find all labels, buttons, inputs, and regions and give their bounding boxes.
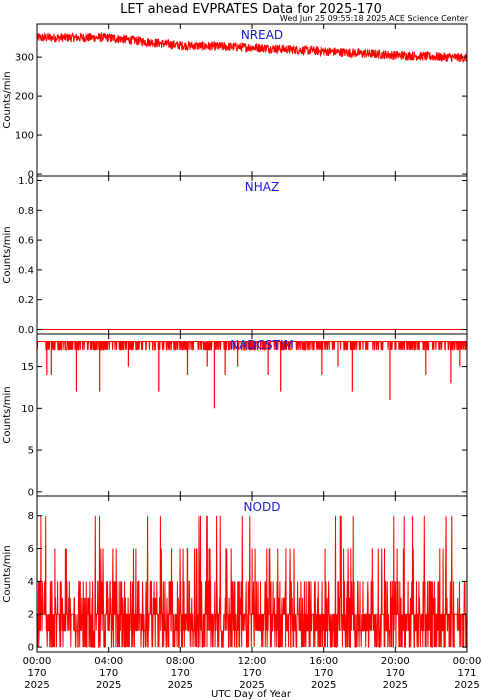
y-tick-label: 10 <box>21 404 34 415</box>
y-tick-label: 0 <box>28 643 34 654</box>
y-tick-label: 0.0 <box>18 325 34 336</box>
x-tick-label-year: 2025 <box>168 680 193 691</box>
panel-name: NREAD <box>241 28 283 42</box>
y-tick-label: 0.6 <box>18 236 34 247</box>
series-line-nread <box>36 32 468 63</box>
panel-name: NHAZ <box>245 180 279 194</box>
y-tick-label: 100 <box>15 131 34 142</box>
series-line-nodd <box>36 515 468 648</box>
y-tick-label: 6 <box>28 544 34 555</box>
y-tick-label: 0 <box>28 487 34 498</box>
y-tick-label: 2 <box>28 610 34 621</box>
y-tick-label: 1.0 <box>18 176 34 187</box>
y-tick-label: 300 <box>15 53 34 64</box>
panel-nodd: 0 2 4 6 8 Counts/min NODD <box>2 495 468 654</box>
x-tick-label-time: 16:00 <box>309 656 338 667</box>
x-axis-label: UTC Day of Year <box>211 689 292 700</box>
panel-frame <box>36 333 468 497</box>
x-tick-label-time: 00:00 <box>23 656 52 667</box>
y-axis-label: Counts/min <box>2 545 13 602</box>
y-tick-label: 4 <box>28 577 34 588</box>
series-line-nadcstim <box>36 341 467 351</box>
x-tick-label-doy: 170 <box>386 668 405 679</box>
y-axis-label: Counts/min <box>2 386 13 443</box>
x-tick-label-year: 2025 <box>454 680 479 691</box>
y-tick-label: 8 <box>28 511 34 522</box>
x-tick-label-time: 04:00 <box>94 656 123 667</box>
x-tick-label-doy: 170 <box>242 668 261 679</box>
x-tick-label-doy: 170 <box>314 668 333 679</box>
x-tick-label-doy: 171 <box>457 668 476 679</box>
panel-nadcstim: 0 5 10 15 Counts/min NADCSTIM <box>2 333 468 498</box>
x-tick-label-doy: 170 <box>171 668 190 679</box>
y-tick-label: 0.2 <box>18 295 34 306</box>
y-tick-label: 0 <box>28 170 34 181</box>
x-tick-label-year: 2025 <box>311 680 336 691</box>
chart-subtitle: Wed Jun 25 09:55:18 2025 ACE Science Cen… <box>280 14 469 23</box>
x-tick-label-year: 2025 <box>24 680 49 691</box>
x-tick-label-year: 2025 <box>96 680 121 691</box>
x-tick-label-time: 00:00 <box>453 656 482 667</box>
x-tick-label-year: 2025 <box>239 680 264 691</box>
x-tick-label-year: 2025 <box>383 680 408 691</box>
x-tick-label-doy: 170 <box>27 668 46 679</box>
panel-frame <box>36 175 468 335</box>
x-tick-label-time: 20:00 <box>381 656 410 667</box>
y-tick-label: 200 <box>15 92 34 103</box>
x-axis: 00:00170202504:00170202508:00170202512:0… <box>23 656 482 691</box>
chart-title: LET ahead EVPRATES Data for 2025-170 <box>120 2 382 17</box>
y-tick-label: 0.8 <box>18 206 34 217</box>
x-tick-label-doy: 170 <box>99 668 118 679</box>
y-axis-label: Counts/min <box>2 71 13 128</box>
y-tick-label: 15 <box>21 362 34 373</box>
x-tick-label-time: 08:00 <box>166 656 195 667</box>
x-tick-label-time: 12:00 <box>238 656 267 667</box>
y-tick-label: 5 <box>28 446 34 457</box>
panel-name: NODD <box>244 500 281 514</box>
panel-nhaz: 0.0 0.2 0.4 0.6 0.8 1.0 Counts/min NHAZ <box>2 175 468 336</box>
panel-name: NADCSTIM <box>230 338 294 352</box>
panels: 0100200300Counts/minNREAD0.00.20.40.60.8… <box>2 23 468 654</box>
y-axis-label: Counts/min <box>2 226 13 283</box>
y-tick-label: 0.4 <box>18 265 34 276</box>
